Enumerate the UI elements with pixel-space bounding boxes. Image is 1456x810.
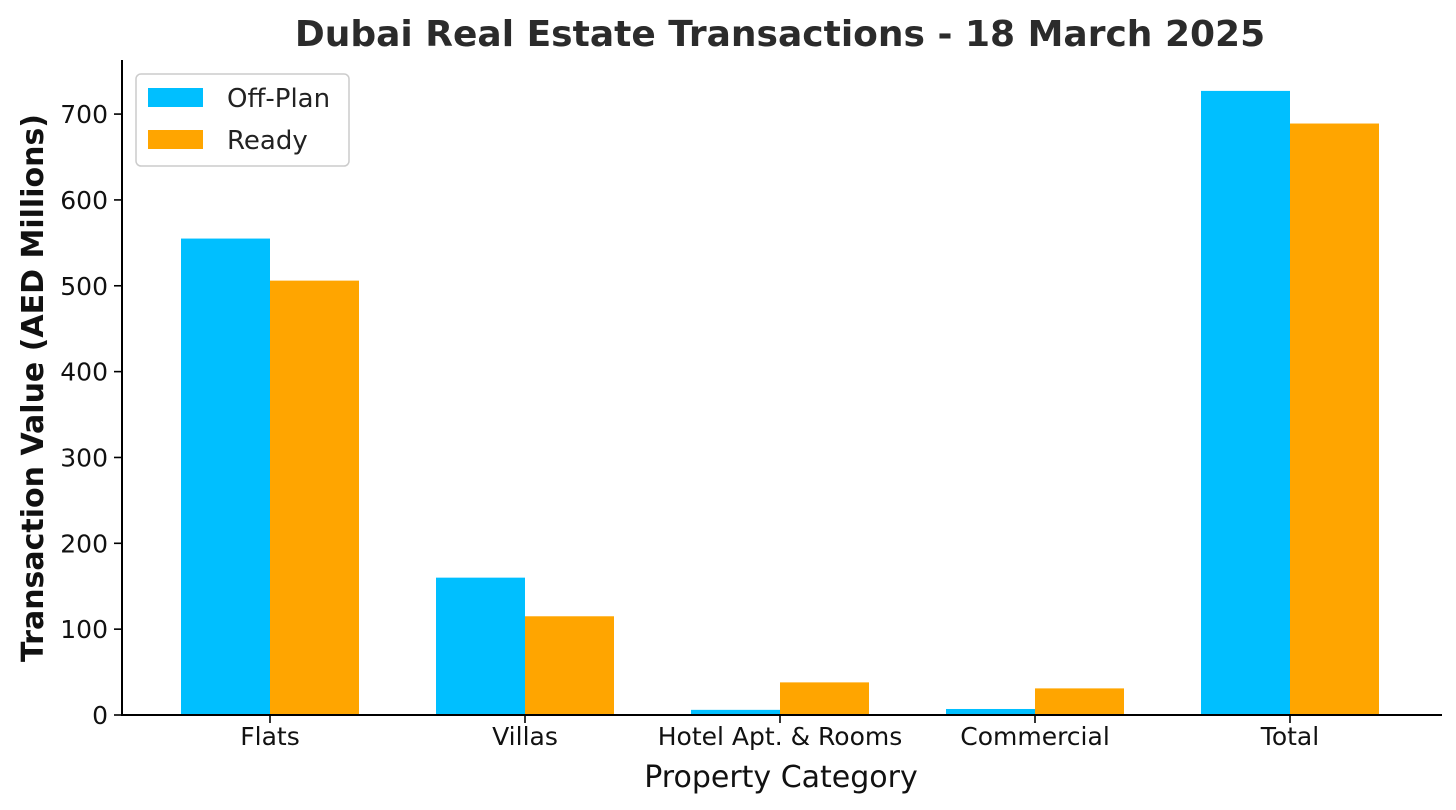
y-tick-label: 700 — [60, 100, 108, 129]
x-tick-label-flats: Flats — [240, 722, 299, 751]
y-axis: 0 100 200 300 400 500 600 700 — [60, 100, 122, 730]
bar-off-plan-hotel-apt-rooms — [691, 709, 780, 715]
bar-off-plan-total — [1201, 90, 1290, 716]
bar-ready-hotel-apt-rooms — [780, 682, 869, 715]
y-tick-label: 400 — [60, 358, 108, 387]
x-tick-label-commercial: Commercial — [960, 722, 1110, 751]
y-axis-label: Transaction Value (AED Millions) — [16, 114, 51, 662]
bar-off-plan-commercial — [946, 708, 1035, 715]
legend-label-off-plan: Off-Plan — [227, 84, 330, 114]
y-tick-label: 0 — [92, 701, 108, 730]
x-axis-label: Property Category — [644, 760, 918, 795]
y-tick-label: 500 — [60, 272, 108, 301]
bar-off-plan-villas — [436, 577, 525, 715]
y-tick-label: 200 — [60, 529, 108, 558]
bar-ready-villas — [525, 616, 614, 715]
y-tick-label: 600 — [60, 186, 108, 215]
x-axis: Flats Villas Hotel Apt. & Rooms Commercial T… — [240, 715, 1319, 751]
y-tick-label: 300 — [60, 443, 108, 472]
legend-swatch-off-plan — [148, 88, 203, 107]
bar-off-plan-flats — [181, 238, 270, 715]
x-tick-label-villas: Villas — [492, 722, 558, 751]
legend: Off-Plan Ready — [135, 73, 350, 167]
chart-title: Dubai Real Estate Transactions - 18 Marc… — [295, 14, 1265, 55]
bar-ready-total — [1290, 123, 1379, 715]
legend-label-ready: Ready — [227, 126, 308, 156]
legend-swatch-ready — [148, 130, 203, 149]
y-tick-label: 100 — [60, 615, 108, 644]
x-tick-label-total: Total — [1260, 722, 1319, 751]
bars-group — [181, 90, 1379, 716]
bar-ready-flats — [270, 280, 359, 715]
bar-ready-commercial — [1035, 688, 1124, 715]
x-tick-label-hotel-apt-rooms: Hotel Apt. & Rooms — [658, 722, 903, 751]
